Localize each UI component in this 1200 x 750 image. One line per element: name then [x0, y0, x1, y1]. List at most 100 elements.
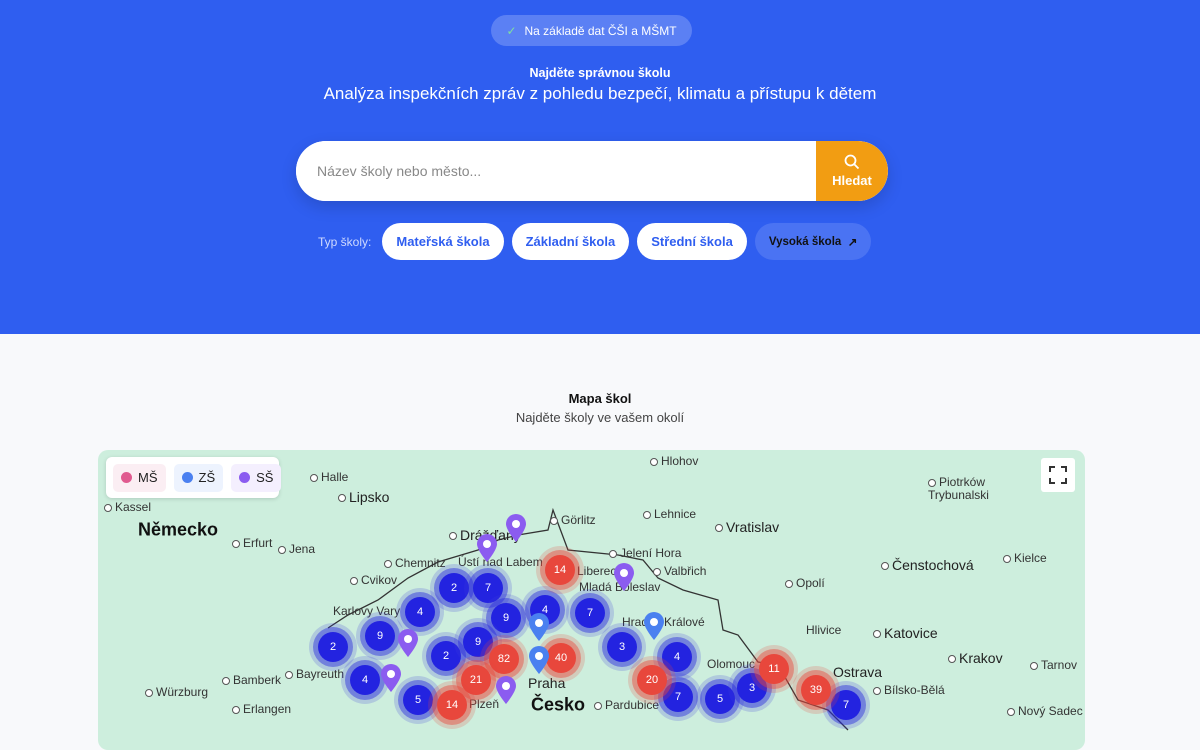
- city-label: Jelení Hora: [609, 546, 681, 560]
- school-pin-icon[interactable]: [505, 513, 527, 543]
- city-label: Görlitz: [550, 513, 596, 527]
- city-label: Kassel: [104, 500, 151, 514]
- city-label: Bayreuth: [285, 667, 344, 681]
- city-label: Lipsko: [338, 489, 389, 505]
- city-label: Tarnov: [1030, 658, 1077, 672]
- zs-cluster-marker[interactable]: 3: [607, 632, 637, 662]
- search-button-label: Hledat: [832, 173, 872, 188]
- city-label: Německo: [138, 519, 219, 540]
- city-label: Opolí: [785, 576, 825, 590]
- city-label: Valbřich: [653, 564, 706, 578]
- legend-ss[interactable]: SŠ: [231, 463, 282, 492]
- city-label: Ostrava: [833, 664, 883, 680]
- ms-cluster-marker[interactable]: 40: [546, 643, 576, 673]
- school-pin-icon[interactable]: [613, 562, 635, 592]
- legend-ms-label: MŠ: [138, 470, 158, 485]
- city-label: Liberec: [577, 564, 617, 578]
- city-label: Piotrków Trybunalski: [928, 476, 1004, 502]
- city-label: Karlovy Vary: [333, 604, 401, 618]
- school-pin-icon[interactable]: [528, 612, 550, 642]
- zs-cluster-marker[interactable]: 4: [350, 665, 380, 695]
- city-label: Česko: [531, 694, 586, 715]
- search-input[interactable]: [296, 141, 816, 201]
- map-title: Mapa škol: [568, 391, 632, 406]
- city-label: Kielce: [1003, 551, 1047, 565]
- ms-cluster-marker[interactable]: 20: [637, 665, 667, 695]
- legend-ss-label: SŠ: [256, 470, 274, 485]
- city-label: Cvikov: [350, 573, 397, 587]
- zs-cluster-marker[interactable]: 2: [439, 573, 469, 603]
- ss-dot-icon: [239, 472, 251, 483]
- legend-zs[interactable]: ZŠ: [173, 463, 224, 492]
- type-ss-button[interactable]: Střední škola: [637, 223, 747, 260]
- zs-cluster-marker[interactable]: 7: [663, 682, 693, 712]
- city-label: Jena: [278, 542, 315, 556]
- city-label: Ústí nad Labem: [458, 555, 543, 569]
- ms-dot-icon: [121, 472, 132, 483]
- search-button[interactable]: Hledat: [816, 141, 888, 201]
- city-label: Praha: [528, 675, 566, 691]
- zs-cluster-marker[interactable]: 9: [365, 621, 395, 651]
- school-pin-icon[interactable]: [643, 611, 665, 641]
- fullscreen-button[interactable]: [1041, 458, 1075, 492]
- badge-text: Na základě dat ČŠI a MŠMT: [524, 23, 677, 38]
- city-label: Würzburg: [145, 685, 208, 699]
- zs-cluster-marker[interactable]: 5: [403, 685, 433, 715]
- zs-cluster-marker[interactable]: 7: [473, 573, 503, 603]
- zs-cluster-marker[interactable]: 7: [831, 690, 861, 720]
- map-subtitle: Najděte školy ve vašem okolí: [515, 410, 685, 425]
- map-legend: MŠ ZŠ SŠ: [106, 457, 282, 498]
- hero-kicker: Najděte správnou školu: [529, 66, 671, 80]
- search-icon: [844, 154, 860, 170]
- legend-ms[interactable]: MŠ: [113, 463, 166, 492]
- zs-cluster-marker[interactable]: 5: [705, 684, 735, 714]
- hero-section: ✓ Na základě dat ČŠI a MŠMT Najděte správ…: [0, 0, 1200, 334]
- city-label: Krakov: [948, 650, 1003, 666]
- city-label: Lehnice: [643, 507, 696, 521]
- ms-cluster-marker[interactable]: 14: [545, 555, 575, 585]
- city-label: Pardubice: [594, 698, 659, 712]
- type-vs-link[interactable]: Vysoká škola ↗: [754, 223, 872, 260]
- ms-cluster-marker[interactable]: 39: [801, 675, 831, 705]
- city-label: Erfurt: [232, 536, 272, 550]
- type-ms-button[interactable]: Mateřská škola: [382, 223, 504, 260]
- type-zs-button[interactable]: Základní škola: [511, 223, 630, 260]
- zs-cluster-marker[interactable]: 2: [431, 641, 461, 671]
- zs-cluster-marker[interactable]: 2: [318, 632, 348, 662]
- zs-cluster-marker[interactable]: 9: [491, 603, 521, 633]
- ms-cluster-marker[interactable]: 14: [437, 690, 467, 720]
- school-pin-icon[interactable]: [495, 675, 517, 705]
- zs-cluster-marker[interactable]: 9: [463, 627, 493, 657]
- legend-zs-label: ZŠ: [198, 470, 216, 485]
- search-bar: Hledat: [296, 141, 888, 201]
- city-label: Katovice: [873, 625, 938, 641]
- hero-subtitle: Analýza inspekčních zpráv z pohledu bezp…: [323, 84, 877, 103]
- city-label: Halle: [310, 470, 348, 484]
- school-map[interactable]: MŠ ZŠ SŠ Hlohov Halle Lipsko Kassel Německo E…: [98, 450, 1085, 750]
- city-label: Olomouc: [707, 657, 756, 671]
- city-label: Bílsko-Bělá: [873, 683, 945, 697]
- city-label: Čenstochová: [881, 557, 974, 573]
- city-label: Vratislav: [715, 519, 779, 535]
- data-source-badge: ✓ Na základě dat ČŠI a MŠMT: [491, 15, 692, 46]
- school-pin-icon[interactable]: [476, 533, 498, 563]
- external-link-icon: ↗: [847, 236, 858, 249]
- ms-cluster-marker[interactable]: 21: [461, 665, 491, 695]
- type-vs-label: Vysoká škola: [768, 235, 842, 248]
- school-type-filter: Typ školy: Mateřská škola Základní škola…: [318, 223, 872, 260]
- ms-cluster-marker[interactable]: 11: [759, 654, 789, 684]
- school-pin-icon[interactable]: [528, 645, 550, 675]
- city-label: Erlangen: [232, 702, 291, 716]
- zs-cluster-marker[interactable]: 7: [575, 598, 605, 628]
- school-pin-icon[interactable]: [380, 663, 402, 693]
- zs-dot-icon: [181, 472, 193, 483]
- city-label: Mladá Boleslav: [579, 580, 661, 594]
- ms-cluster-marker[interactable]: 82: [489, 644, 519, 674]
- school-pin-icon[interactable]: [397, 628, 419, 658]
- city-label: Hlivice: [806, 623, 842, 637]
- zs-cluster-marker[interactable]: 4: [405, 597, 435, 627]
- zs-cluster-marker[interactable]: 4: [662, 642, 692, 672]
- check-icon: ✓: [506, 23, 517, 38]
- city-label: Nový Sadec: [1007, 704, 1083, 718]
- fullscreen-icon: [1049, 466, 1067, 484]
